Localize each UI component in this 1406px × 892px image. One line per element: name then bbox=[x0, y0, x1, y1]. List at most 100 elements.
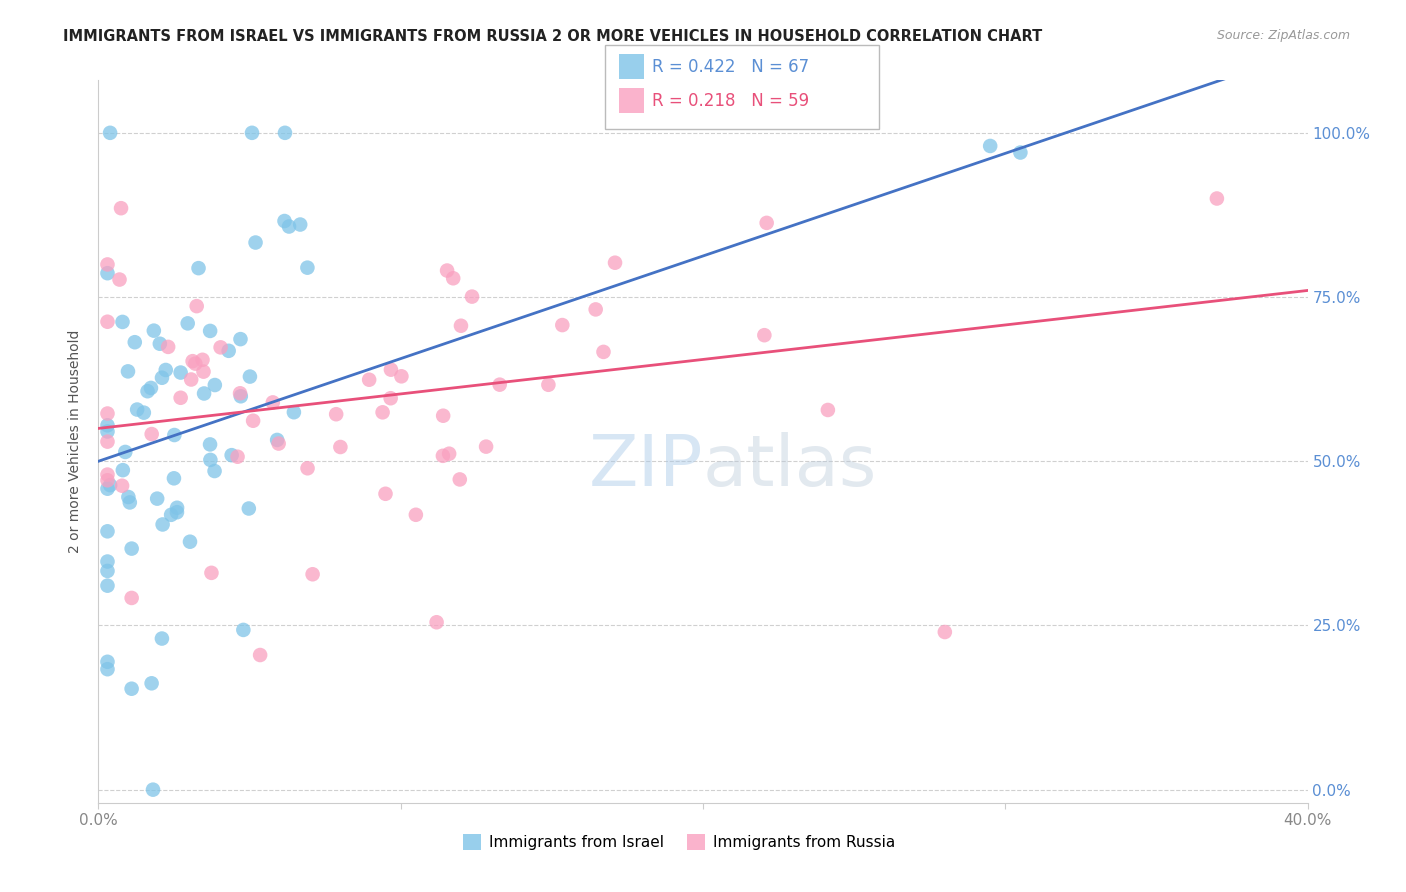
Point bbox=[180, 372, 202, 386]
Point bbox=[817, 403, 839, 417]
Point bbox=[754, 328, 776, 343]
Point bbox=[426, 615, 449, 630]
Point bbox=[149, 336, 172, 351]
Point bbox=[163, 428, 186, 442]
Point bbox=[111, 463, 134, 477]
Point bbox=[96, 407, 118, 421]
Point bbox=[242, 414, 264, 428]
Point bbox=[139, 381, 162, 395]
Point bbox=[191, 352, 214, 367]
Point bbox=[98, 478, 121, 492]
Point bbox=[177, 317, 200, 331]
Point bbox=[1010, 145, 1032, 160]
Legend: Immigrants from Israel, Immigrants from Russia: Immigrants from Israel, Immigrants from … bbox=[457, 829, 901, 856]
Point bbox=[157, 340, 180, 354]
Point bbox=[229, 389, 252, 403]
Point bbox=[200, 566, 222, 580]
Point bbox=[391, 369, 413, 384]
Point bbox=[142, 324, 165, 338]
Point bbox=[262, 395, 284, 409]
Point bbox=[98, 126, 121, 140]
Point bbox=[979, 139, 1001, 153]
Point bbox=[436, 263, 458, 277]
Point bbox=[108, 272, 131, 286]
Point bbox=[96, 266, 118, 280]
Point bbox=[111, 479, 134, 493]
Y-axis label: 2 or more Vehicles in Household: 2 or more Vehicles in Household bbox=[69, 330, 83, 553]
Point bbox=[1206, 192, 1229, 206]
Text: atlas: atlas bbox=[703, 433, 877, 501]
Text: Source: ZipAtlas.com: Source: ZipAtlas.com bbox=[1216, 29, 1350, 42]
Point bbox=[110, 201, 132, 215]
Point bbox=[245, 235, 267, 250]
Point bbox=[141, 676, 163, 690]
Point bbox=[374, 487, 396, 501]
Text: R = 0.422   N = 67: R = 0.422 N = 67 bbox=[652, 58, 810, 76]
Point bbox=[274, 126, 297, 140]
Point bbox=[121, 591, 143, 605]
Point bbox=[238, 501, 260, 516]
Point bbox=[229, 386, 252, 401]
Point bbox=[380, 362, 402, 376]
Point bbox=[132, 406, 155, 420]
Point bbox=[200, 453, 222, 467]
Point bbox=[432, 409, 454, 423]
Point bbox=[142, 782, 165, 797]
Point bbox=[461, 290, 484, 304]
Point bbox=[283, 405, 305, 419]
Point bbox=[437, 447, 460, 461]
Point bbox=[371, 405, 394, 419]
Point bbox=[193, 386, 215, 401]
Point bbox=[359, 373, 381, 387]
Point bbox=[266, 433, 288, 447]
Point bbox=[96, 524, 118, 539]
Point bbox=[297, 461, 319, 475]
Point bbox=[111, 315, 134, 329]
Point bbox=[163, 471, 186, 485]
Point bbox=[121, 681, 143, 696]
Point bbox=[121, 541, 143, 556]
Point bbox=[150, 370, 173, 384]
Point bbox=[127, 402, 149, 417]
Point bbox=[934, 625, 956, 640]
Point bbox=[450, 318, 472, 333]
Point bbox=[118, 495, 141, 509]
Point bbox=[96, 482, 118, 496]
Point bbox=[329, 440, 352, 454]
Point bbox=[755, 216, 778, 230]
Point bbox=[273, 214, 295, 228]
Point bbox=[96, 564, 118, 578]
Text: ZIP: ZIP bbox=[589, 433, 703, 501]
Point bbox=[551, 318, 574, 332]
Point bbox=[186, 299, 208, 313]
Point bbox=[96, 555, 118, 569]
Point bbox=[226, 450, 249, 464]
Point bbox=[96, 315, 118, 329]
Point bbox=[96, 257, 118, 271]
Point bbox=[380, 391, 402, 405]
Point bbox=[267, 436, 290, 450]
Point bbox=[136, 384, 159, 399]
Point bbox=[198, 437, 221, 451]
Point bbox=[184, 357, 207, 371]
Point bbox=[96, 467, 118, 482]
Point bbox=[297, 260, 319, 275]
Point bbox=[475, 440, 498, 454]
Point bbox=[187, 261, 209, 276]
Point bbox=[218, 343, 240, 358]
Point bbox=[96, 425, 118, 439]
Point bbox=[209, 340, 232, 354]
Point bbox=[290, 218, 312, 232]
Point bbox=[432, 449, 454, 463]
Point bbox=[249, 648, 271, 662]
Point bbox=[198, 324, 221, 338]
Point bbox=[150, 632, 173, 646]
Point bbox=[592, 345, 614, 359]
Point bbox=[179, 534, 201, 549]
Point bbox=[117, 490, 139, 504]
Text: R = 0.218   N = 59: R = 0.218 N = 59 bbox=[652, 92, 810, 110]
Point bbox=[96, 418, 118, 433]
Point bbox=[240, 126, 263, 140]
Point bbox=[117, 364, 139, 378]
Point bbox=[585, 302, 607, 317]
